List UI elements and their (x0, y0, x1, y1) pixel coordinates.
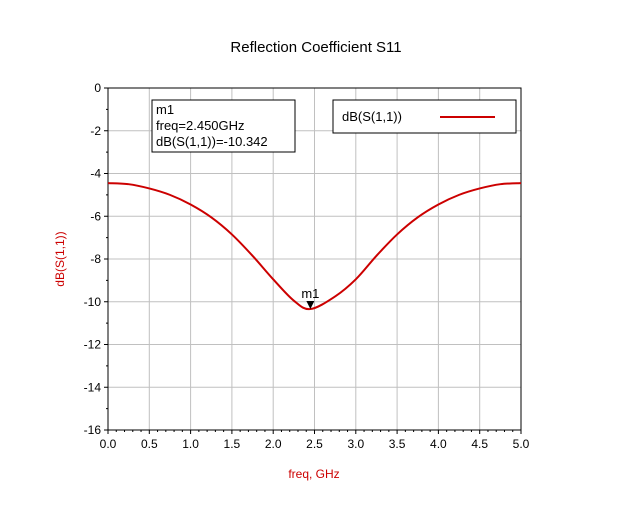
legend-series-label: dB(S(1,1)) (342, 109, 402, 124)
x-axis: 0.0 0.5 1.0 1.5 2.0 2.5 3.0 3.5 4.0 4.5 5.0 (100, 430, 530, 451)
x-tick-label: 0.5 (141, 437, 158, 451)
x-tick-label: 2.5 (306, 437, 323, 451)
x-tick-label: 2.0 (265, 437, 282, 451)
marker-label: m1 (301, 286, 319, 301)
x-tick-label: 5.0 (513, 437, 530, 451)
x-axis-label: freq, GHz (288, 467, 339, 481)
y-axis: 0 -2 -4 -6 -8 -10 -12 -14 -16 (84, 81, 108, 437)
y-tick-label: -10 (84, 295, 102, 309)
x-tick-label: 1.0 (182, 437, 199, 451)
marker-readout-box[interactable]: m1 freq=2.450GHz dB(S(1,1))=-10.342 (151, 99, 296, 153)
marker-readout-freq: freq=2.450GHz (156, 118, 245, 133)
x-tick-label: 4.0 (430, 437, 447, 451)
marker-readout-value: dB(S(1,1))=-10.342 (156, 134, 268, 149)
y-tick-label: -12 (84, 338, 102, 352)
legend: dB(S(1,1)) (332, 99, 517, 134)
x-tick-label: 3.5 (389, 437, 406, 451)
x-tick-label: 4.5 (471, 437, 488, 451)
marker-triangle[interactable] (306, 301, 315, 310)
y-tick-label: -14 (84, 380, 102, 394)
grid (108, 88, 521, 430)
x-tick-label: 0.0 (100, 437, 117, 451)
y-tick-label: -2 (90, 124, 101, 138)
x-tick-label: 1.5 (224, 437, 241, 451)
y-tick-label: 0 (94, 81, 101, 95)
y-tick-label: -4 (90, 167, 101, 181)
marker-readout-name: m1 (156, 102, 174, 117)
marker-readout-frame (151, 99, 296, 153)
y-axis-label: dB(S(1,1)) (53, 231, 67, 286)
x-tick-label: 3.0 (347, 437, 364, 451)
marker-m1[interactable]: m1 (301, 286, 319, 310)
chart-title: Reflection Coefficient S11 (230, 39, 401, 56)
y-tick-label: -8 (90, 252, 101, 266)
y-tick-label: -6 (90, 209, 101, 223)
y-tick-label: -16 (84, 423, 102, 437)
